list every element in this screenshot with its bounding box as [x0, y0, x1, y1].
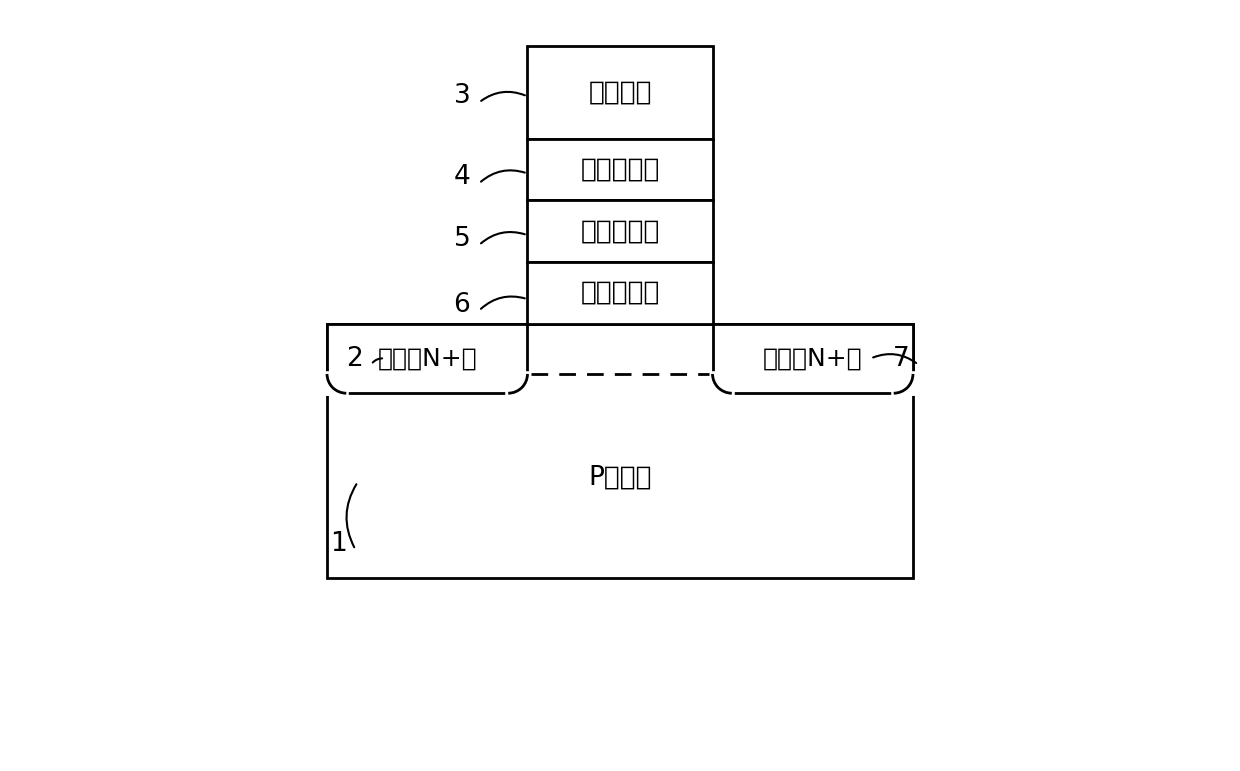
Text: P型衬底: P型衬底	[588, 465, 652, 491]
Text: 底层介质层: 底层介质层	[580, 280, 660, 306]
Text: 顶层介质层: 顶层介质层	[580, 157, 660, 183]
Text: 3: 3	[454, 83, 470, 109]
Bar	[327, 324, 527, 393]
Text: 1: 1	[330, 530, 347, 557]
Bar	[527, 46, 713, 139]
Bar	[527, 262, 713, 324]
Text: 2: 2	[346, 345, 362, 372]
Bar	[713, 324, 913, 393]
Text: 6: 6	[454, 291, 470, 318]
Text: 7: 7	[893, 345, 910, 372]
Text: 4: 4	[454, 164, 470, 190]
Bar	[327, 324, 913, 578]
Bar	[527, 200, 713, 262]
Text: 电荷耦合层: 电荷耦合层	[580, 218, 660, 244]
Text: 漏极（N+）: 漏极（N+）	[763, 346, 863, 371]
Bar	[527, 139, 713, 200]
Text: 控制栅极: 控制栅极	[588, 79, 652, 106]
Text: 源极（N+）: 源极（N+）	[377, 346, 477, 371]
Text: 5: 5	[454, 226, 470, 252]
